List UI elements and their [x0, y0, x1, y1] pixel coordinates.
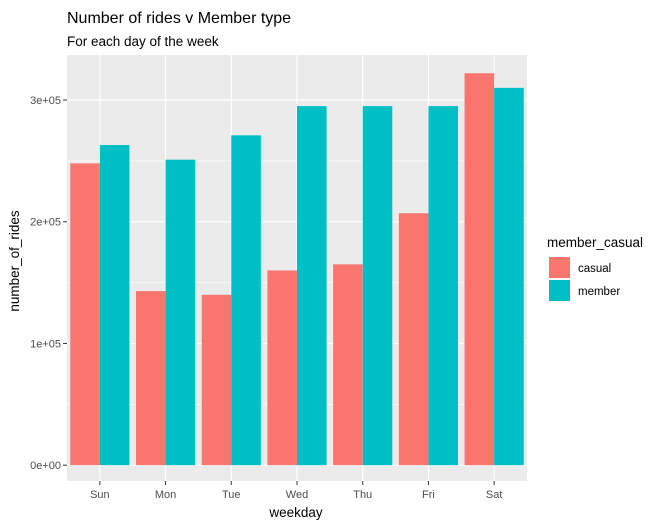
bar-member-thu [362, 106, 393, 466]
legend-key-member [549, 280, 570, 301]
legend-key-casual [549, 257, 570, 278]
bar-member-mon [165, 159, 196, 466]
legend-label-casual: casual [578, 263, 611, 275]
bar-member-fri [428, 106, 458, 466]
chart-subtitle: For each day of the week [67, 34, 219, 49]
legend-label-member: member [578, 286, 620, 298]
bar-casual-wed [267, 270, 297, 466]
legend-title: member_casual [547, 235, 643, 250]
y-tick-label: 1e+05 [30, 338, 61, 350]
y-tick-label: 3e+05 [30, 95, 61, 107]
bar-member-sun [99, 145, 130, 466]
bar-casual-sat [464, 73, 495, 466]
bar-casual-mon [136, 291, 166, 466]
bar-casual-sun [70, 163, 100, 466]
y-axis-title: number_of_rides [7, 210, 22, 312]
bar-member-tue [231, 135, 261, 466]
bar-casual-tue [201, 294, 232, 466]
x-tick-label: Sun [90, 489, 110, 501]
y-tick-label: 0e+00 [30, 460, 61, 472]
bar-member-sat [494, 87, 524, 466]
bars [70, 73, 524, 466]
x-tick-label: Mon [155, 489, 176, 501]
x-axis-title: weekday [268, 505, 323, 520]
chart-title: Number of rides v Member type [67, 10, 291, 27]
x-tick-label: Sat [486, 489, 503, 501]
x-tick-label: Fri [422, 489, 435, 501]
x-tick-label: Thu [353, 489, 372, 501]
legend: member_casual casual member [547, 235, 643, 301]
x-axis-ticks: Sun Mon Tue Wed Thu Fri Sat [90, 481, 502, 501]
bar-casual-thu [333, 264, 363, 466]
x-tick-label: Tue [222, 489, 241, 501]
x-tick-label: Wed [286, 489, 308, 501]
bar-member-wed [297, 106, 327, 466]
y-tick-label: 2e+05 [30, 217, 61, 229]
y-axis-ticks: 0e+00 1e+05 2e+05 3e+05 [30, 95, 67, 472]
bar-casual-fri [398, 213, 429, 466]
